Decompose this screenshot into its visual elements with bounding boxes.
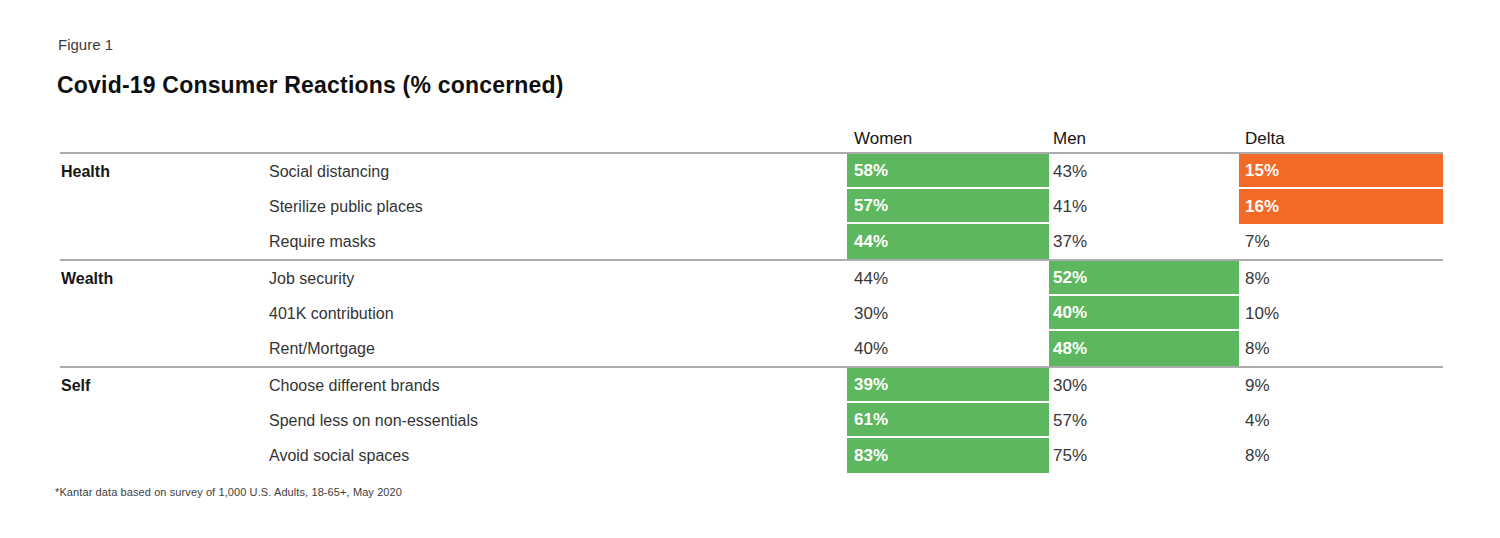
table-row: Health Social distancing 58% 43% 15% — [60, 154, 1443, 189]
delta-value: 9% — [1239, 368, 1443, 403]
figure-label: Figure 1 — [58, 36, 113, 53]
category-label — [60, 438, 267, 473]
column-header-women: Women — [847, 129, 1049, 152]
women-value-bar: 44% — [847, 224, 1049, 259]
men-value-bar: 48% — [1049, 331, 1239, 366]
section-wealth: Wealth Job security 44% 52% 8% 401K cont… — [60, 259, 1443, 366]
men-value: 30% — [1049, 368, 1239, 403]
consumer-reactions-table: Women Men Delta Health Social distancing… — [60, 129, 1443, 473]
men-value: 57% — [1049, 403, 1239, 438]
table-row: Self Choose different brands 39% 30% 9% — [60, 368, 1443, 403]
women-value-bar: 39% — [847, 368, 1049, 403]
delta-value: 7% — [1239, 224, 1443, 259]
delta-value: 10% — [1239, 296, 1443, 331]
men-value-bar: 52% — [1049, 261, 1239, 296]
item-label: Spend less on non-essentials — [267, 403, 847, 438]
item-label: Avoid social spaces — [267, 438, 847, 473]
delta-value-bar: 16% — [1239, 189, 1443, 224]
item-label: Job security — [267, 261, 847, 296]
column-header-men: Men — [1049, 129, 1239, 152]
table-row: Wealth Job security 44% 52% 8% — [60, 261, 1443, 296]
category-label: Health — [60, 154, 267, 189]
table-header-row: Women Men Delta — [60, 129, 1443, 152]
category-label — [60, 403, 267, 438]
table-row: Avoid social spaces 83% 75% 8% — [60, 438, 1443, 473]
item-label: Social distancing — [267, 154, 847, 189]
table-row: Rent/Mortgage 40% 48% 8% — [60, 331, 1443, 366]
section-health: Health Social distancing 58% 43% 15% Ste… — [60, 152, 1443, 259]
delta-value: 8% — [1239, 331, 1443, 366]
category-label: Wealth — [60, 261, 267, 296]
table-row: Require masks 44% 37% 7% — [60, 224, 1443, 259]
women-value: 44% — [847, 261, 1049, 296]
men-value: 37% — [1049, 224, 1239, 259]
category-label — [60, 331, 267, 366]
men-value: 75% — [1049, 438, 1239, 473]
men-value: 43% — [1049, 154, 1239, 189]
header-spacer-category — [60, 129, 267, 152]
women-value-bar: 83% — [847, 438, 1049, 473]
category-label — [60, 224, 267, 259]
item-label: 401K contribution — [267, 296, 847, 331]
delta-value: 8% — [1239, 438, 1443, 473]
delta-value: 8% — [1239, 261, 1443, 296]
men-value: 41% — [1049, 189, 1239, 224]
delta-value-bar: 15% — [1239, 154, 1443, 189]
women-value: 30% — [847, 296, 1049, 331]
item-label: Rent/Mortgage — [267, 331, 847, 366]
women-value: 40% — [847, 331, 1049, 366]
header-spacer-item — [267, 129, 847, 152]
men-value-bar: 40% — [1049, 296, 1239, 331]
table-row: 401K contribution 30% 40% 10% — [60, 296, 1443, 331]
women-value-bar: 58% — [847, 154, 1049, 189]
women-value-bar: 61% — [847, 403, 1049, 438]
table-row: Sterilize public places 57% 41% 16% — [60, 189, 1443, 224]
item-label: Choose different brands — [267, 368, 847, 403]
item-label: Require masks — [267, 224, 847, 259]
column-header-delta: Delta — [1239, 129, 1443, 152]
table-row: Spend less on non-essentials 61% 57% 4% — [60, 403, 1443, 438]
women-value-bar: 57% — [847, 189, 1049, 224]
category-label: Self — [60, 368, 267, 403]
delta-value: 4% — [1239, 403, 1443, 438]
category-label — [60, 296, 267, 331]
section-self: Self Choose different brands 39% 30% 9% … — [60, 366, 1443, 473]
category-label — [60, 189, 267, 224]
footnote: *Kantar data based on survey of 1,000 U.… — [55, 486, 402, 498]
item-label: Sterilize public places — [267, 189, 847, 224]
page-title: Covid-19 Consumer Reactions (% concerned… — [57, 72, 564, 99]
